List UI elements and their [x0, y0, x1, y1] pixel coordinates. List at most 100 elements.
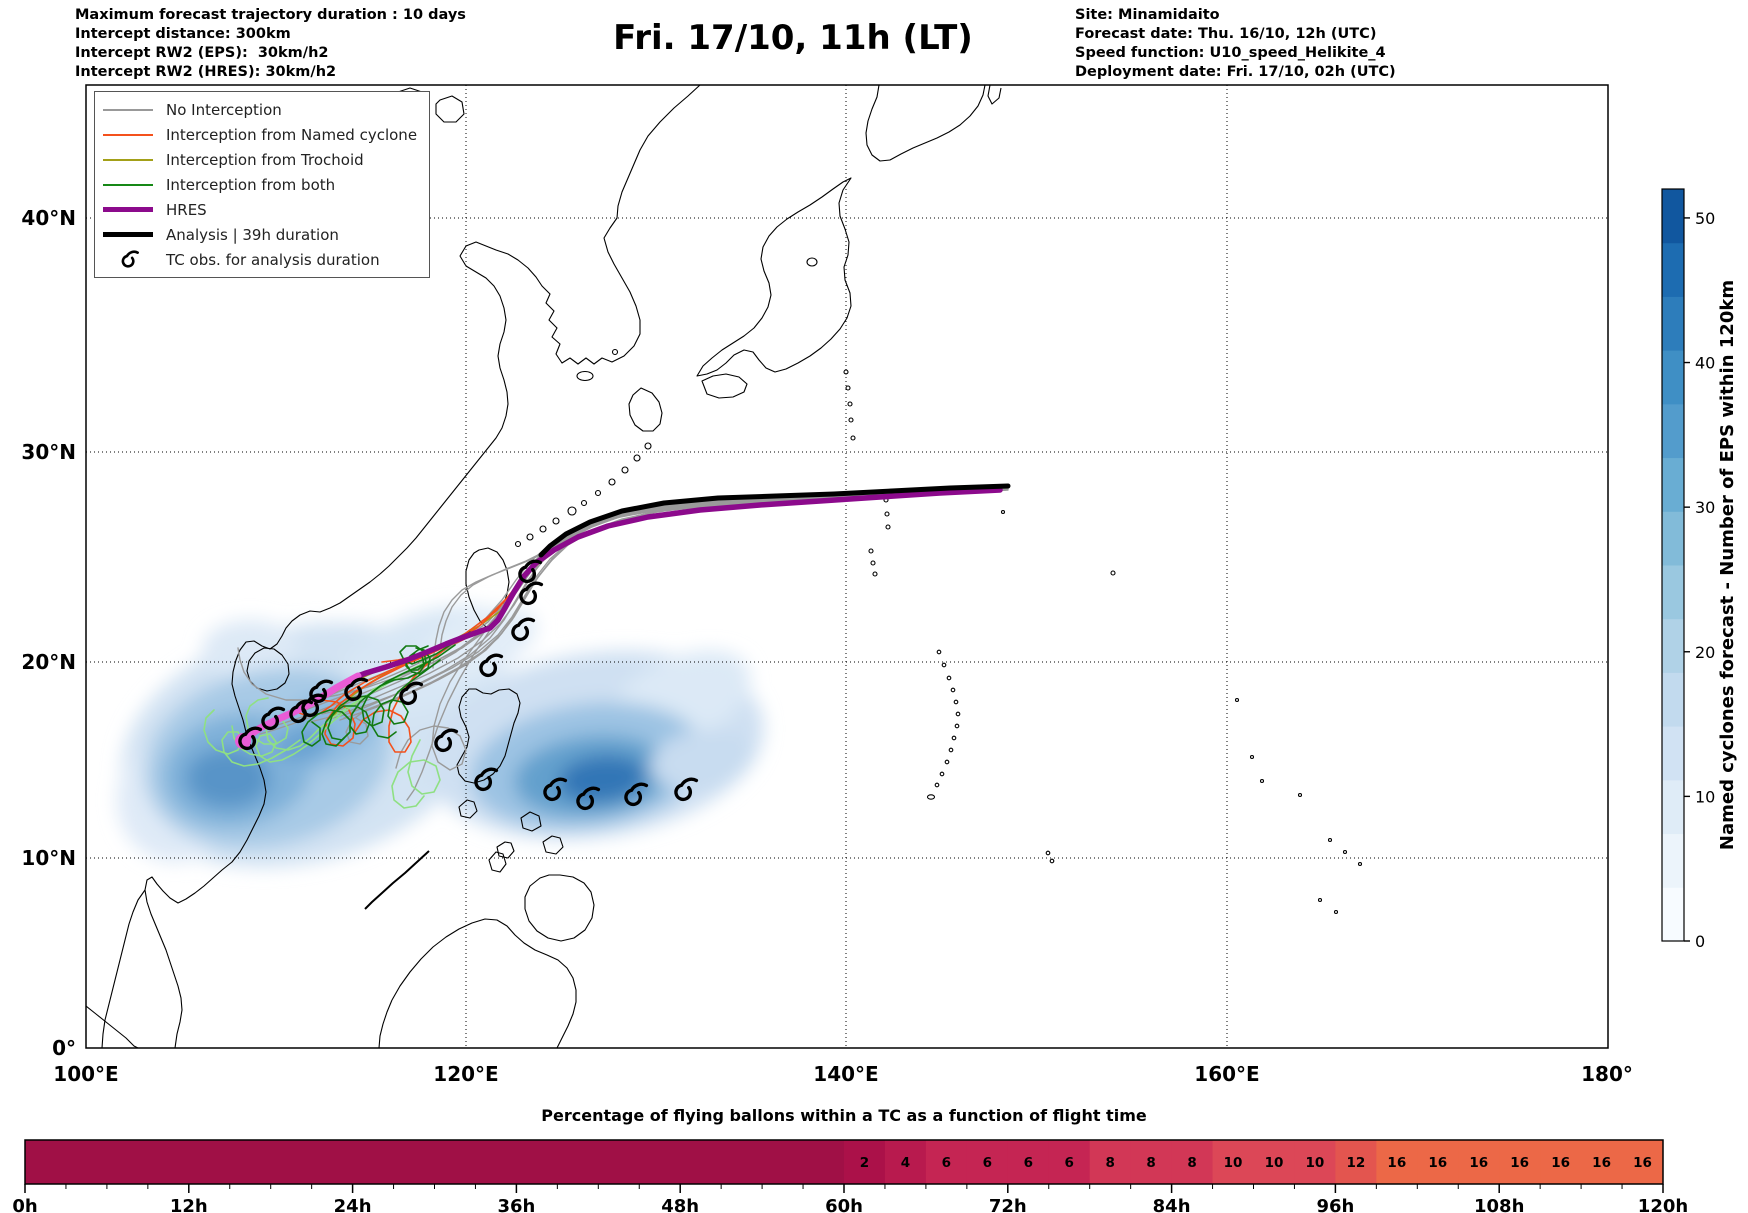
bar-cell-value: 6 — [942, 1155, 951, 1171]
bar-cell — [925, 1140, 968, 1184]
colorbar-segment — [1662, 726, 1684, 781]
colorbar-segment — [1662, 242, 1684, 297]
cyclone-icon — [543, 777, 568, 802]
colorbar-segment — [1662, 565, 1684, 620]
bar-tick-label: 84h — [1153, 1196, 1191, 1213]
bar-cell — [1130, 1140, 1173, 1184]
bar-tick-label: 72h — [989, 1196, 1027, 1213]
track-hres-pink-end-end-dot — [235, 733, 251, 749]
coastline-visayas-4 — [488, 851, 507, 873]
legend-swatch — [103, 207, 153, 212]
bar-cell-value: 16 — [1387, 1155, 1406, 1171]
track-interception-both-dark — [371, 659, 441, 739]
bar-cell — [1089, 1140, 1132, 1184]
colorbar-tick-label: 30 — [1695, 498, 1715, 517]
coastline-shikoku — [701, 373, 748, 399]
coastline-asia-mainland — [144, 85, 701, 1048]
islands-scattered-east — [1045, 697, 1363, 915]
legend-item-label: Interception from Trochoid — [166, 150, 364, 169]
coastline-borneo-west — [378, 999, 393, 1048]
bar-tick-label: 0h — [12, 1196, 37, 1213]
line-swatch-icon — [103, 183, 153, 186]
thick-line-swatch-icon — [103, 207, 153, 212]
island-sado — [806, 257, 818, 267]
cyclone-icon — [624, 782, 649, 807]
bar-cell — [1212, 1140, 1254, 1184]
bar-cell — [1540, 1140, 1582, 1184]
cyclone-icon — [674, 777, 699, 802]
legend-item-label: HRES — [166, 200, 207, 219]
colorbar-tick-label: 10 — [1695, 787, 1715, 806]
cyclone-icon — [289, 699, 314, 724]
legend-item: Analysis | 39h duration — [103, 222, 417, 247]
legend-item-label: No Interception — [166, 100, 282, 119]
bar-cell-value: 10 — [1224, 1155, 1243, 1171]
legend-item-label: Interception from Named cyclone — [166, 125, 418, 144]
lat-tick-label: 40°N — [21, 206, 76, 230]
coastline-malay-west — [101, 889, 146, 1048]
bar-cell-value: 6 — [983, 1155, 992, 1171]
island-jeju — [576, 370, 594, 382]
bar-cell-value: 16 — [1428, 1155, 1447, 1171]
coastline-mindoro — [458, 799, 478, 819]
bar-cell — [1294, 1140, 1336, 1184]
coastline-hainan — [246, 647, 290, 692]
lon-tick-label: 120°E — [433, 1062, 498, 1086]
header-right-block: Site: Minamidaito Forecast date: Thu. 16… — [1075, 7, 1396, 80]
bar-cell — [1581, 1140, 1623, 1184]
bar-cell-value: 10 — [1265, 1155, 1284, 1171]
bar-cell-value: 16 — [1551, 1155, 1570, 1171]
bar-cell-value: 6 — [1065, 1155, 1074, 1171]
cyclone-icon — [511, 617, 536, 642]
legend-item-label: Analysis | 39h duration — [166, 225, 339, 244]
cyclone-icon — [519, 581, 544, 606]
bar-cell — [884, 1140, 927, 1184]
lon-tick-label: 100°E — [53, 1062, 118, 1086]
bar-cell — [844, 1140, 886, 1184]
thick-line-swatch-icon — [103, 232, 153, 237]
header-left-block: Maximum forecast trajectory duration : 1… — [75, 7, 466, 80]
coastline-lake-2 — [435, 95, 465, 123]
track-analysis — [538, 483, 1011, 558]
lat-tick-label: 20°N — [21, 650, 76, 674]
cyclone-icon — [238, 726, 263, 751]
bar-cell-value: 16 — [1469, 1155, 1488, 1171]
track-interception-both-light — [391, 739, 441, 809]
map-frame — [85, 84, 1609, 1049]
page-title: Fri. 17/10, 11h (LT) — [613, 18, 973, 58]
bar-cell-value: 6 — [1024, 1155, 1033, 1171]
cyclone-icon — [344, 677, 369, 702]
coastline-honshu — [696, 177, 852, 377]
cyclone-icon — [474, 767, 499, 792]
bar-tick-label: 48h — [661, 1196, 699, 1213]
islands-izu-bonin — [843, 369, 1116, 577]
cyclone-icon — [309, 679, 334, 704]
cyclone-icon — [479, 653, 504, 678]
bar-cell-value: 16 — [1510, 1155, 1529, 1171]
track-interception-both-light — [231, 699, 361, 763]
coastline-kyushu — [628, 387, 663, 432]
bar-cell-value: 10 — [1306, 1155, 1325, 1171]
legend-item: Interception from both — [103, 172, 417, 197]
bar-tick-label: 36h — [497, 1196, 535, 1213]
right-colorbar: 0 10 20 30 40 50 Named cyclones forecast - Num… — [1661, 188, 1738, 951]
colorbar-segment — [1662, 189, 1684, 244]
cyclone-icon — [576, 786, 601, 811]
line-swatch-icon — [103, 158, 153, 161]
cyclone-icon-path — [121, 249, 139, 268]
legend-item: Interception from Trochoid — [103, 147, 417, 172]
colorbar-segment — [1662, 296, 1684, 351]
bar-tick-label: 108h — [1474, 1196, 1524, 1213]
bar-cell — [1171, 1140, 1214, 1184]
bar-cell — [1458, 1140, 1500, 1184]
bottom-bar-title: Percentage of flying ballons within a TC… — [541, 1106, 1147, 1125]
bar-cell-value: 16 — [1633, 1155, 1652, 1171]
track-interception-both-light — [203, 709, 301, 767]
lon-tick-label: 160°E — [1194, 1062, 1259, 1086]
bar-cell-value: 4 — [901, 1155, 910, 1171]
cyclone-icon — [434, 728, 459, 753]
legend-swatch — [103, 248, 153, 272]
colorbar-segment — [1662, 779, 1684, 835]
coastline-hokkaido — [865, 85, 986, 162]
colorbar-segment — [1662, 887, 1684, 942]
